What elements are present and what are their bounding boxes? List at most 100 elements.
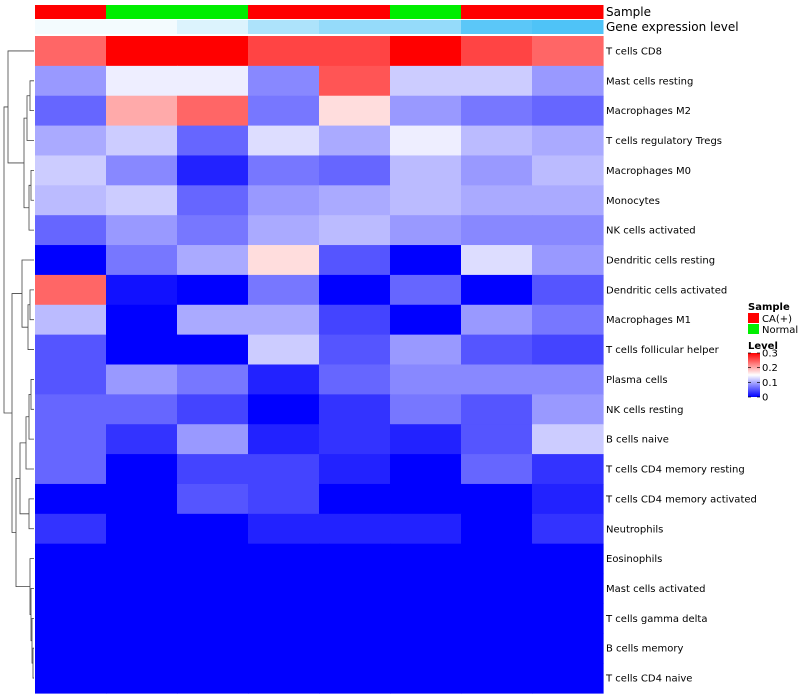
heatmap-cell bbox=[461, 185, 533, 216]
heatmap-cell bbox=[461, 513, 533, 545]
heatmap-cell bbox=[461, 334, 533, 366]
heatmap-cell bbox=[532, 65, 604, 97]
row-dendrogram bbox=[3, 50, 34, 679]
heatmap-cell bbox=[319, 155, 391, 186]
heatmap-cell bbox=[461, 215, 533, 246]
row-label: Plasma cells bbox=[606, 375, 668, 386]
heatmap-cell bbox=[177, 185, 249, 216]
heatmap-cell bbox=[461, 364, 533, 395]
heatmap-cell bbox=[390, 424, 462, 455]
heatmap-cell bbox=[390, 543, 462, 575]
heatmap-cell bbox=[532, 603, 604, 634]
heatmap-cell bbox=[177, 334, 249, 366]
heatmap-cell bbox=[319, 36, 391, 67]
heatmap-cell bbox=[319, 483, 391, 515]
dendrogram-branch bbox=[23, 117, 29, 209]
heatmap-cell bbox=[461, 663, 533, 694]
heatmap-cell bbox=[319, 513, 391, 545]
sample-annotation-cell bbox=[248, 5, 320, 19]
heatmap-cell bbox=[106, 513, 178, 545]
heatmap-cell bbox=[35, 274, 107, 306]
heatmap-cell bbox=[248, 603, 320, 634]
row-label: NK cells resting bbox=[606, 405, 683, 416]
heatmap-cell bbox=[35, 573, 107, 605]
expression-annotation-cell bbox=[106, 20, 178, 34]
heatmap-cell bbox=[35, 633, 107, 664]
heatmap-cell bbox=[35, 245, 107, 276]
heatmap-cell bbox=[390, 633, 462, 664]
row-label: Macrophages M0 bbox=[606, 166, 691, 177]
dendrogram-branch bbox=[30, 379, 34, 410]
legend-sample-label: Normal bbox=[762, 325, 798, 336]
heatmap-cell bbox=[319, 274, 391, 306]
legend-level-title: Level bbox=[748, 341, 778, 352]
heatmap-cell bbox=[248, 304, 320, 336]
heatmap-cell bbox=[319, 304, 391, 336]
dendrogram-branch bbox=[28, 393, 34, 440]
row-label: T cells regulatory Tregs bbox=[605, 136, 722, 147]
heatmap-cell bbox=[248, 573, 320, 605]
heatmap-cell bbox=[461, 36, 533, 67]
heatmap-cell bbox=[177, 125, 249, 157]
heatmap-cell bbox=[35, 304, 107, 336]
row-label: Neutrophils bbox=[606, 524, 663, 535]
row-label: Dendritic cells resting bbox=[606, 255, 715, 266]
heatmap-cell bbox=[106, 633, 178, 664]
heatmap-cell bbox=[106, 663, 178, 694]
heatmap-cell bbox=[461, 573, 533, 605]
heatmap-cell bbox=[532, 274, 604, 306]
heatmap-cell bbox=[106, 215, 178, 246]
heatmap-cell bbox=[248, 513, 320, 545]
heatmap-cell bbox=[319, 394, 391, 425]
heatmap-cell bbox=[532, 513, 604, 545]
heatmap-cell bbox=[35, 155, 107, 186]
sample-annotation-cell bbox=[106, 5, 178, 19]
expression-annotation-cell bbox=[177, 20, 249, 34]
heatmap-cell bbox=[461, 274, 533, 306]
heatmap-cell bbox=[177, 424, 249, 455]
heatmap-cell bbox=[461, 304, 533, 336]
sample-annotation-cell bbox=[532, 5, 604, 19]
heatmap-cell bbox=[319, 125, 391, 157]
legend-sample-swatch bbox=[748, 313, 759, 323]
heatmap-cell bbox=[35, 424, 107, 455]
heatmap-cell bbox=[248, 633, 320, 664]
row-label: Dendritic cells activated bbox=[606, 285, 727, 296]
heatmap-cell bbox=[35, 663, 107, 694]
heatmap-cell bbox=[532, 454, 604, 485]
heatmap-cell bbox=[177, 633, 249, 664]
heatmap-cell bbox=[35, 454, 107, 485]
heatmap-cell bbox=[106, 364, 178, 395]
heatmap-cell bbox=[532, 633, 604, 664]
heatmap-cell bbox=[319, 185, 391, 216]
heatmap-cell bbox=[319, 95, 391, 127]
dendrogram-branch bbox=[3, 106, 12, 414]
heatmap-cell bbox=[390, 245, 462, 276]
sample-annotation-cell bbox=[35, 5, 107, 19]
heatmap-cell bbox=[532, 483, 604, 515]
heatmap-cell bbox=[532, 663, 604, 694]
dendrogram-branch bbox=[28, 184, 34, 231]
heatmap-cell bbox=[177, 573, 249, 605]
sample-annotation-cell bbox=[319, 5, 391, 19]
heatmap-cell bbox=[532, 543, 604, 575]
legend-sample-title: Sample bbox=[748, 302, 790, 313]
heatmap-cell bbox=[319, 573, 391, 605]
dendrogram-branch bbox=[29, 289, 34, 321]
sample-track-label: Sample bbox=[606, 5, 651, 19]
heatmap-cell bbox=[177, 245, 249, 276]
heatmap-cell bbox=[532, 573, 604, 605]
heatmap-cell bbox=[106, 424, 178, 455]
dendrogram-branch bbox=[26, 95, 34, 141]
heatmap-cell bbox=[532, 95, 604, 127]
dendrogram-branch bbox=[19, 442, 29, 515]
heatmap-cell bbox=[35, 185, 107, 216]
expression-annotation-cell bbox=[35, 20, 107, 34]
heatmap-cell bbox=[532, 394, 604, 425]
expression-annotation-cell bbox=[248, 20, 320, 34]
heatmap-cell bbox=[461, 543, 533, 575]
heatmap-cell bbox=[106, 483, 178, 515]
heatmap-cell bbox=[248, 95, 320, 127]
heatmap-cell bbox=[35, 95, 107, 127]
